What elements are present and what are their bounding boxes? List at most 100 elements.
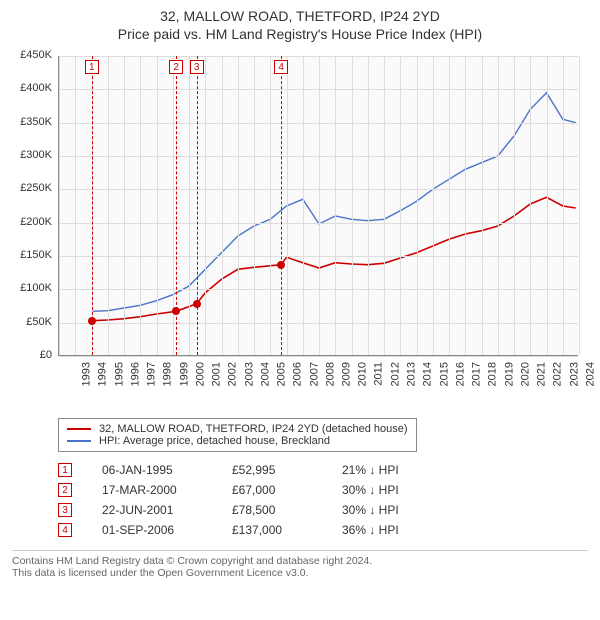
x-axis-label: 1995 <box>113 362 125 386</box>
y-axis-label: £200K <box>10 216 52 228</box>
legend-label: HPI: Average price, detached house, Brec… <box>99 435 330 447</box>
y-axis-label: £450K <box>10 49 52 61</box>
sale-date: 17-MAR-2000 <box>102 483 202 497</box>
x-axis-label: 2008 <box>324 362 336 386</box>
gridline <box>189 56 190 355</box>
legend-label: 32, MALLOW ROAD, THETFORD, IP24 2YD (det… <box>99 423 408 435</box>
x-axis-label: 2001 <box>210 362 222 386</box>
series-price_paid <box>92 197 576 320</box>
sale-vs-hpi: 21% ↓ HPI <box>342 463 432 477</box>
y-axis-label: £250K <box>10 182 52 194</box>
sale-marker-icon: 2 <box>58 483 72 497</box>
x-axis-label: 2005 <box>275 362 287 386</box>
gridline <box>287 56 288 355</box>
x-axis-label: 2000 <box>194 362 206 386</box>
sale-vs-hpi: 36% ↓ HPI <box>342 523 432 537</box>
sale-dot <box>172 307 180 315</box>
x-axis-label: 2022 <box>552 362 564 386</box>
sale-price: £78,500 <box>232 503 312 517</box>
gridline <box>579 56 580 355</box>
x-axis-label: 2006 <box>292 362 304 386</box>
gridline <box>59 356 578 357</box>
gridline <box>335 56 336 355</box>
chart-area: 1234 £0£50K£100K£150K£200K£250K£300K£350… <box>8 48 592 408</box>
y-axis-label: £300K <box>10 149 52 161</box>
x-axis-label: 1999 <box>178 362 190 386</box>
sale-price: £52,995 <box>232 463 312 477</box>
plot-region: 1234 <box>58 56 578 356</box>
sale-price: £137,000 <box>232 523 312 537</box>
sale-marker-icon: 4 <box>58 523 72 537</box>
gridline <box>124 56 125 355</box>
x-axis-label: 1998 <box>162 362 174 386</box>
gridline <box>157 56 158 355</box>
sale-vline <box>281 56 282 355</box>
sale-marker-box: 2 <box>169 60 183 74</box>
series-hpi <box>92 93 576 312</box>
x-axis-label: 2012 <box>389 362 401 386</box>
x-axis-label: 2013 <box>405 362 417 386</box>
table-row: 3 22-JUN-2001 £78,500 30% ↓ HPI <box>58 500 592 520</box>
table-row: 1 06-JAN-1995 £52,995 21% ↓ HPI <box>58 460 592 480</box>
gridline <box>482 56 483 355</box>
gridline <box>433 56 434 355</box>
gridline <box>59 56 60 355</box>
table-row: 4 01-SEP-2006 £137,000 36% ↓ HPI <box>58 520 592 540</box>
x-axis-label: 2003 <box>243 362 255 386</box>
legend-item: HPI: Average price, detached house, Brec… <box>67 435 408 447</box>
sale-vline <box>92 56 93 355</box>
sale-marker-box: 1 <box>85 60 99 74</box>
legend-swatch <box>67 428 91 430</box>
y-axis-label: £400K <box>10 82 52 94</box>
x-axis-label: 2014 <box>422 362 434 386</box>
sale-marker-box: 3 <box>190 60 204 74</box>
sale-vs-hpi: 30% ↓ HPI <box>342 483 432 497</box>
sale-marker-icon: 3 <box>58 503 72 517</box>
y-axis-label: £150K <box>10 249 52 261</box>
footnote: Contains HM Land Registry data © Crown c… <box>12 550 588 579</box>
gridline <box>254 56 255 355</box>
sale-marker-icon: 1 <box>58 463 72 477</box>
gridline <box>498 56 499 355</box>
x-axis-label: 2017 <box>470 362 482 386</box>
sale-date: 06-JAN-1995 <box>102 463 202 477</box>
gridline <box>465 56 466 355</box>
x-axis-label: 2016 <box>454 362 466 386</box>
gridline <box>108 56 109 355</box>
x-axis-label: 1994 <box>97 362 109 386</box>
gridline <box>222 56 223 355</box>
chart-title-block: 32, MALLOW ROAD, THETFORD, IP24 2YD Pric… <box>8 8 592 42</box>
x-axis-label: 2023 <box>568 362 580 386</box>
sale-dot <box>88 317 96 325</box>
gridline <box>547 56 548 355</box>
sales-table: 1 06-JAN-1995 £52,995 21% ↓ HPI 2 17-MAR… <box>58 460 592 540</box>
gridline <box>303 56 304 355</box>
legend-swatch <box>67 440 91 442</box>
y-axis-label: £50K <box>10 316 52 328</box>
x-axis-label: 2010 <box>357 362 369 386</box>
gridline <box>563 56 564 355</box>
sale-date: 22-JUN-2001 <box>102 503 202 517</box>
sale-date: 01-SEP-2006 <box>102 523 202 537</box>
legend-item: 32, MALLOW ROAD, THETFORD, IP24 2YD (det… <box>67 423 408 435</box>
sale-dot <box>277 261 285 269</box>
footnote-line: This data is licensed under the Open Gov… <box>12 567 588 579</box>
gridline <box>270 56 271 355</box>
sale-vline <box>197 56 198 355</box>
x-axis-label: 2009 <box>340 362 352 386</box>
x-axis-label: 2011 <box>372 362 384 386</box>
gridline <box>238 56 239 355</box>
gridline <box>368 56 369 355</box>
gridline <box>530 56 531 355</box>
gridline <box>449 56 450 355</box>
sale-dot <box>193 300 201 308</box>
gridline <box>417 56 418 355</box>
gridline <box>205 56 206 355</box>
gridline <box>319 56 320 355</box>
gridline <box>400 56 401 355</box>
y-axis-label: £0 <box>10 349 52 361</box>
gridline <box>384 56 385 355</box>
gridline <box>514 56 515 355</box>
sale-price: £67,000 <box>232 483 312 497</box>
title-address: 32, MALLOW ROAD, THETFORD, IP24 2YD <box>8 8 592 24</box>
